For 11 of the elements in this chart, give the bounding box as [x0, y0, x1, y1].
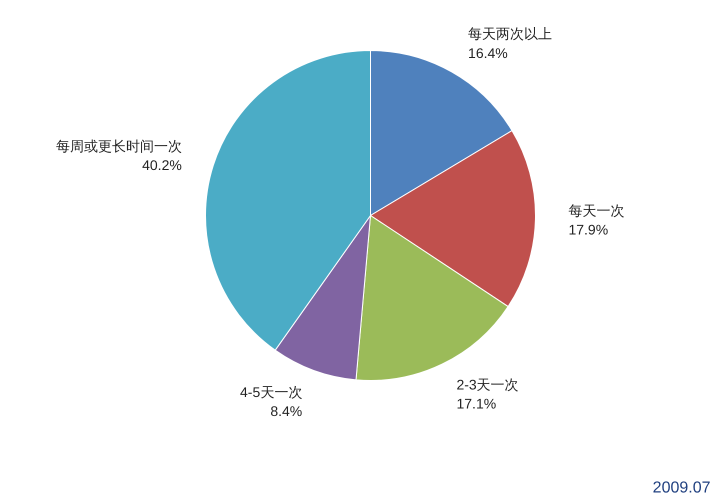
slice-label: 每天一次: [568, 202, 624, 218]
slice-label: 4-5天一次: [240, 384, 302, 400]
text: 2009.07: [652, 480, 711, 496]
data-label: 17.1%: [456, 395, 496, 412]
slice-label: 每天两次以上: [468, 26, 552, 42]
data-label: 40.2%: [142, 157, 182, 174]
data-label: 8.4%: [270, 402, 302, 419]
slice-label: 每周或更长时间一次: [56, 138, 182, 154]
data-label: 16.4%: [468, 44, 508, 61]
slice-label: 2-3天一次: [456, 376, 519, 392]
data-label: 17.9%: [568, 221, 608, 238]
